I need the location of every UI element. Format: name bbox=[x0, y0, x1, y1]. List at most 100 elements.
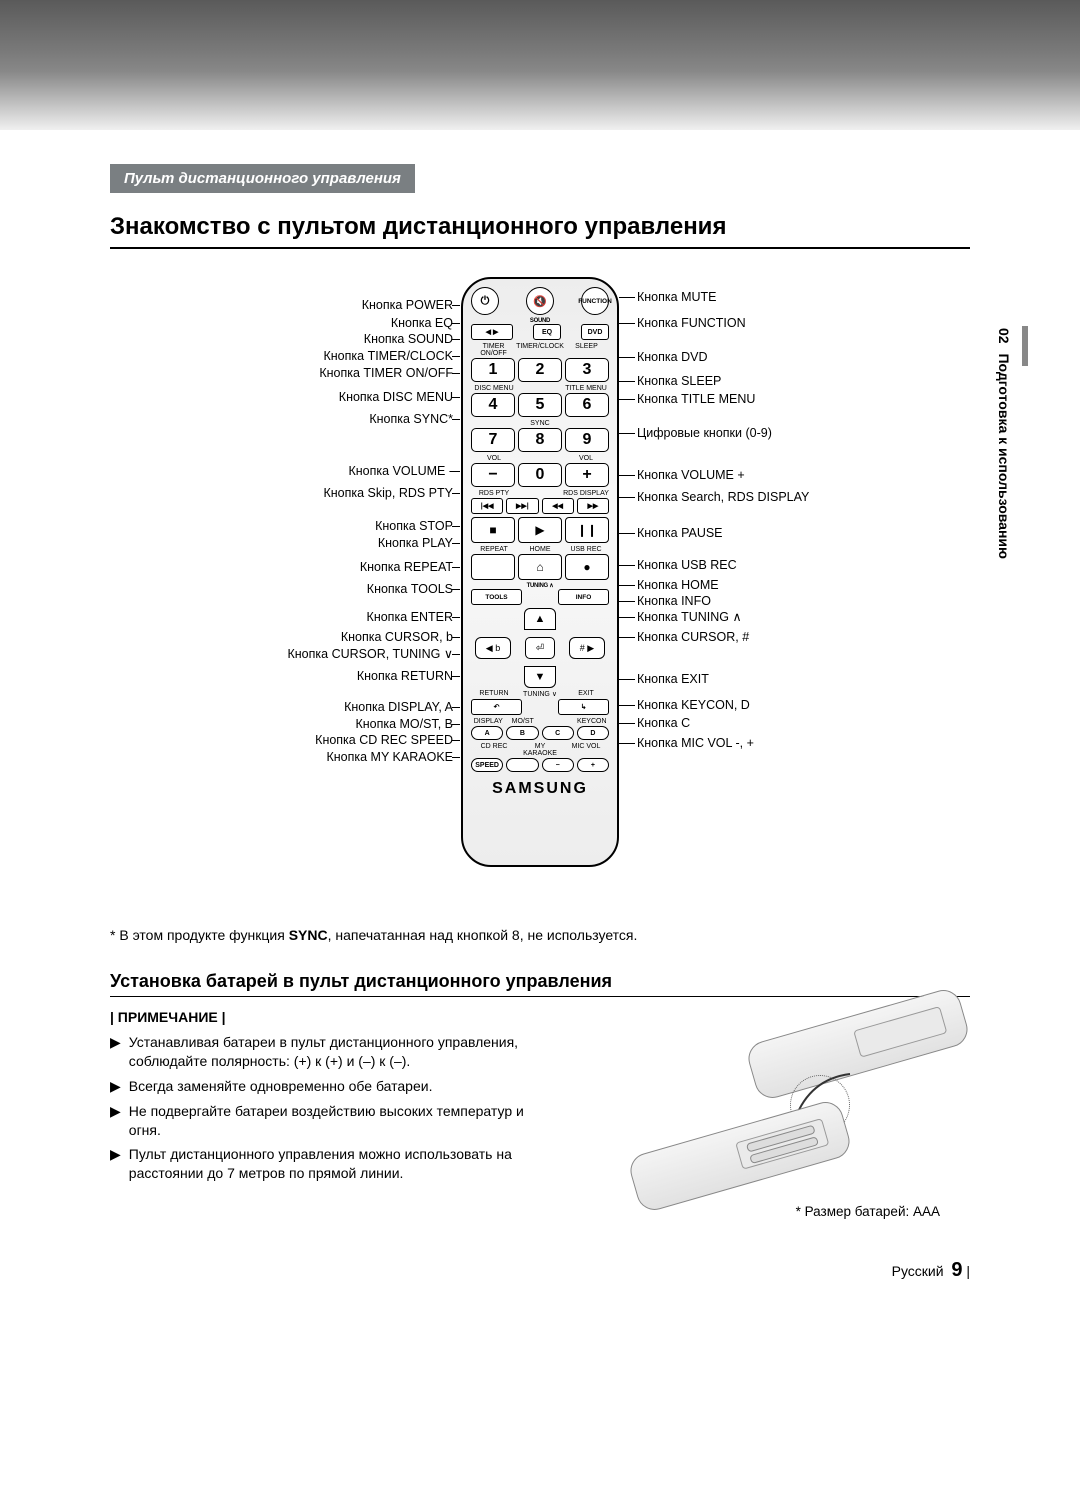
cursor-down[interactable]: ▼ bbox=[524, 666, 556, 688]
usb-rec-button[interactable]: ● bbox=[565, 554, 609, 580]
footer-page-number: 9 bbox=[951, 1259, 962, 1281]
side-tab-text: Подготовка к использованию bbox=[996, 353, 1012, 559]
callout-right-16: Кнопка C bbox=[637, 717, 690, 730]
vol-plus[interactable]: + bbox=[565, 463, 609, 487]
leader-right-15 bbox=[619, 705, 635, 706]
dvd-button[interactable]: DVD bbox=[581, 324, 609, 340]
mic-vol-minus[interactable]: − bbox=[542, 758, 574, 772]
vol-minus[interactable]: − bbox=[471, 463, 515, 487]
skip-prev[interactable]: |◀◀ bbox=[471, 498, 503, 514]
my-karaoke-button[interactable] bbox=[506, 758, 538, 772]
leader-right-14 bbox=[619, 679, 635, 680]
callout-left-18: Кнопка MO/ST, B bbox=[355, 718, 453, 731]
callout-right-4: Кнопка TITLE MENU bbox=[637, 393, 755, 406]
mute-button[interactable]: 🔇 bbox=[526, 287, 554, 315]
play-button[interactable]: ▶ bbox=[518, 517, 562, 543]
leader-left-4 bbox=[452, 373, 460, 374]
num-8[interactable]: 8 bbox=[518, 428, 562, 452]
leader-right-2 bbox=[619, 357, 635, 358]
leader-right-8 bbox=[619, 533, 635, 534]
exit-button[interactable]: ↳ bbox=[558, 699, 609, 715]
num-6[interactable]: 6 bbox=[565, 393, 609, 417]
pause-button[interactable]: ❙❙ bbox=[565, 517, 609, 543]
leader-left-14 bbox=[452, 637, 460, 638]
leader-right-17 bbox=[619, 743, 635, 744]
leader-left-20 bbox=[452, 757, 460, 758]
leader-left-13 bbox=[452, 617, 460, 618]
leader-left-5 bbox=[452, 397, 460, 398]
tools-button[interactable]: TOOLS bbox=[471, 589, 522, 605]
num-4[interactable]: 4 bbox=[471, 393, 515, 417]
triangle-bullet-icon: ▶ bbox=[110, 1102, 121, 1140]
search-fwd[interactable]: ▶▶ bbox=[577, 498, 609, 514]
callout-left-6: Кнопка SYNC* bbox=[369, 413, 453, 426]
home-button[interactable]: ⌂ bbox=[518, 554, 562, 580]
callout-left-13: Кнопка ENTER bbox=[367, 611, 453, 624]
cursor-left-b[interactable]: ◀ b bbox=[475, 637, 511, 659]
leader-left-15 bbox=[452, 654, 460, 655]
callout-left-8: Кнопка Skip, RDS PTY bbox=[323, 487, 453, 500]
callout-right-7: Кнопка Search, RDS DISPLAY bbox=[637, 491, 809, 504]
notes-block: | ПРИМЕЧАНИЕ | ▶Устанавливая батареи в п… bbox=[110, 1009, 970, 1239]
cursor-right-hash[interactable]: # ▶ bbox=[569, 637, 605, 659]
callout-left-10: Кнопка PLAY bbox=[378, 537, 453, 550]
cursor-up[interactable]: ▲ bbox=[524, 608, 556, 630]
leader-right-5 bbox=[619, 433, 635, 434]
note-text: Пульт дистанционного управления можно ис… bbox=[129, 1145, 550, 1183]
c-button[interactable]: C bbox=[542, 726, 574, 740]
leader-left-7 bbox=[452, 471, 460, 472]
search-back[interactable]: ◀◀ bbox=[542, 498, 574, 514]
num-5[interactable]: 5 bbox=[518, 393, 562, 417]
note-item-3: ▶Пульт дистанционного управления можно и… bbox=[110, 1145, 550, 1183]
skip-next[interactable]: ▶▶| bbox=[506, 498, 538, 514]
num-3[interactable]: 3 bbox=[565, 358, 609, 382]
d-button[interactable]: D bbox=[577, 726, 609, 740]
return-button[interactable]: ↶ bbox=[471, 699, 522, 715]
main-heading: Знакомство с пультом дистанционного упра… bbox=[110, 213, 970, 249]
callout-left-5: Кнопка DISC MENU bbox=[339, 391, 453, 404]
leader-left-6 bbox=[452, 419, 460, 420]
leader-left-10 bbox=[452, 543, 460, 544]
info-button[interactable]: INFO bbox=[558, 589, 609, 605]
sync-footnote: * В этом продукте функция SYNC, напечата… bbox=[110, 927, 970, 943]
triangle-bullet-icon: ▶ bbox=[110, 1033, 121, 1071]
num-1[interactable]: 1 bbox=[471, 358, 515, 382]
leader-left-9 bbox=[452, 526, 460, 527]
a-button[interactable]: A bbox=[471, 726, 503, 740]
b-button[interactable]: B bbox=[506, 726, 538, 740]
note-text: Устанавливая батареи в пульт дистанционн… bbox=[129, 1033, 550, 1071]
leader-left-17 bbox=[452, 707, 460, 708]
remote-body: ⏻ 🔇 FUNCTION SOUND ◀ ▶ EQ DVD TIMER ON/O… bbox=[461, 277, 619, 867]
speed-button[interactable]: SPEED bbox=[471, 758, 503, 772]
sound-rocker[interactable]: ◀ ▶ bbox=[471, 324, 513, 340]
eq-button[interactable]: EQ bbox=[533, 324, 561, 340]
leader-right-16 bbox=[619, 723, 635, 724]
page-footer: Русский 9 | bbox=[110, 1259, 970, 1312]
callout-right-13: Кнопка CURSOR, # bbox=[637, 631, 749, 644]
power-button[interactable]: ⏻ bbox=[471, 287, 499, 315]
num-0[interactable]: 0 bbox=[518, 463, 562, 487]
enter-button[interactable]: ⏎ bbox=[525, 637, 555, 659]
repeat-button[interactable] bbox=[471, 554, 515, 580]
num-9[interactable]: 9 bbox=[565, 428, 609, 452]
callout-right-14: Кнопка EXIT bbox=[637, 673, 709, 686]
note-text: Всегда заменяйте одновременно обе батаре… bbox=[129, 1077, 433, 1096]
leader-left-0 bbox=[452, 305, 460, 306]
callout-left-17: Кнопка DISPLAY, A bbox=[344, 701, 453, 714]
leader-left-8 bbox=[452, 493, 460, 494]
stop-button[interactable]: ■ bbox=[471, 517, 515, 543]
leader-right-6 bbox=[619, 475, 635, 476]
leader-right-10 bbox=[619, 585, 635, 586]
callout-left-12: Кнопка TOOLS bbox=[367, 583, 453, 596]
leader-left-1 bbox=[452, 323, 460, 324]
num-2[interactable]: 2 bbox=[518, 358, 562, 382]
leader-left-18 bbox=[452, 724, 460, 725]
function-button[interactable]: FUNCTION bbox=[581, 287, 609, 315]
callout-right-11: Кнопка INFO bbox=[637, 595, 711, 608]
num-7[interactable]: 7 bbox=[471, 428, 515, 452]
callout-right-6: Кнопка VOLUME + bbox=[637, 469, 745, 482]
callout-left-20: Кнопка MY KARAOKE bbox=[326, 751, 453, 764]
leader-left-2 bbox=[452, 339, 460, 340]
mic-vol-plus[interactable]: + bbox=[577, 758, 609, 772]
note-item-2: ▶Не подвергайте батареи воздействию высо… bbox=[110, 1102, 550, 1140]
